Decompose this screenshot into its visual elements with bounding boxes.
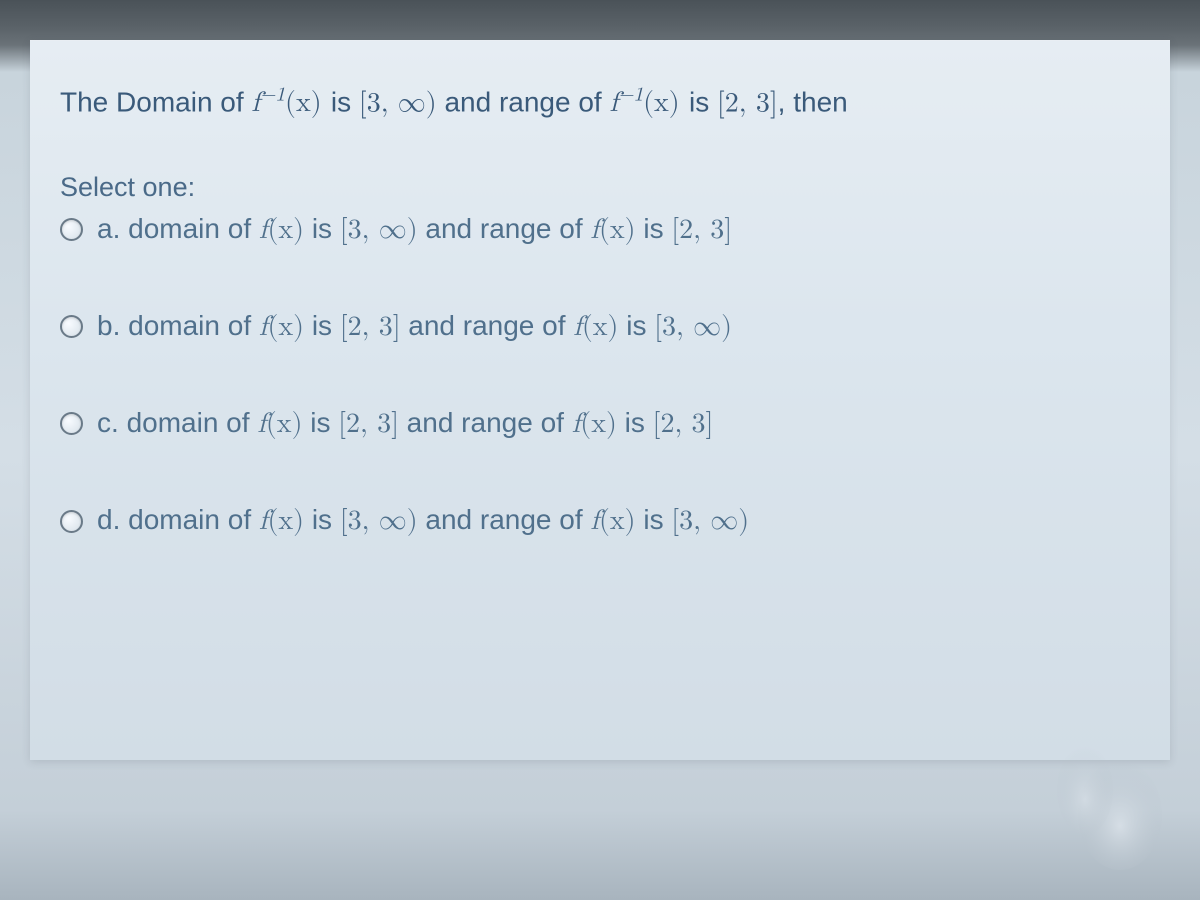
radio-icon[interactable] — [60, 412, 83, 435]
math-f2: f(x) — [590, 216, 635, 244]
f-letter: f — [257, 410, 266, 438]
option-d-text: d. domain of f(x) is [3, ∞) and range of… — [97, 500, 749, 541]
is-text: is — [617, 407, 653, 438]
sup-1: −1 — [260, 85, 285, 105]
math-f: f(x) — [259, 216, 304, 244]
of-x-1: (x) — [285, 89, 322, 117]
option-letter: b. — [97, 310, 120, 341]
option-a[interactable]: a. domain of f(x) is [3, ∞) and range of… — [60, 209, 1140, 250]
of-x: (x) — [267, 313, 304, 341]
mid-text: and range of — [418, 213, 591, 244]
option-pre: domain of — [127, 407, 258, 438]
quiz-panel: The Domain of f−1(x) is [3, ∞) and range… — [30, 40, 1170, 760]
of-x: (x) — [266, 410, 303, 438]
option-b-text: b. domain of f(x) is [2, 3] and range of… — [97, 306, 732, 347]
math-f: f(x) — [257, 410, 302, 438]
option-pre: domain of — [128, 310, 259, 341]
of-x: (x) — [582, 313, 619, 341]
question-text-prefix: The Domain of — [60, 86, 251, 117]
option-b[interactable]: b. domain of f(x) is [2, 3] and range of… — [60, 306, 1140, 347]
math-finv-1: f−1(x) — [251, 89, 331, 117]
of-x-2: (x) — [643, 89, 680, 117]
is-text: is — [304, 213, 340, 244]
of-x: (x) — [267, 507, 304, 535]
interval-2: [2, 3] — [653, 410, 714, 438]
select-one-label: Select one: — [60, 172, 1140, 203]
interval-1: [3, ∞) — [340, 507, 418, 535]
math-f: f(x) — [259, 313, 304, 341]
option-a-text: a. domain of f(x) is [3, ∞) and range of… — [97, 209, 732, 250]
f-letter-1: f — [251, 89, 260, 117]
mid-text: and range of — [418, 504, 591, 535]
option-c-text: c. domain of f(x) is [2, 3] and range of… — [97, 403, 713, 444]
mid-text: and range of — [399, 407, 572, 438]
f-letter: f — [590, 507, 599, 535]
sup-2: −1 — [618, 85, 643, 105]
radio-icon[interactable] — [60, 218, 83, 241]
mid-text: and range of — [400, 310, 573, 341]
interval-2: [2, 3] — [671, 216, 732, 244]
of-x: (x) — [599, 216, 636, 244]
interval-1: [2, 3] — [338, 410, 399, 438]
of-x: (x) — [267, 216, 304, 244]
math-f2: f(x) — [590, 507, 635, 535]
math-f2: f(x) — [573, 313, 618, 341]
question-tail: , then — [778, 86, 848, 117]
radio-icon[interactable] — [60, 510, 83, 533]
question-text-is2: is — [689, 86, 717, 117]
f-letter-2: f — [610, 89, 619, 117]
option-pre: domain of — [128, 213, 259, 244]
option-letter: d. — [97, 504, 120, 535]
f-letter: f — [590, 216, 599, 244]
question-text-is1: is — [331, 86, 359, 117]
screen-photo-frame: The Domain of f−1(x) is [3, ∞) and range… — [0, 0, 1200, 900]
options-list: a. domain of f(x) is [3, ∞) and range of… — [60, 209, 1140, 542]
math-f: f(x) — [259, 507, 304, 535]
interval-2: [3, ∞) — [671, 507, 749, 535]
question-stem: The Domain of f−1(x) is [3, ∞) and range… — [60, 81, 1140, 124]
dom-interval: [3, ∞) — [359, 89, 437, 117]
is-text: is — [304, 504, 340, 535]
of-x: (x) — [599, 507, 636, 535]
option-letter: a. — [97, 213, 120, 244]
math-finv-2: f−1(x) — [610, 89, 690, 117]
option-letter: c. — [97, 407, 119, 438]
f-letter: f — [572, 410, 581, 438]
math-f2: f(x) — [572, 410, 617, 438]
is-text: is — [302, 407, 338, 438]
option-d[interactable]: d. domain of f(x) is [3, ∞) and range of… — [60, 500, 1140, 541]
interval-1: [3, ∞) — [340, 216, 418, 244]
of-x: (x) — [580, 410, 617, 438]
radio-icon[interactable] — [60, 315, 83, 338]
interval-2: [3, ∞) — [654, 313, 732, 341]
range-interval: [2, 3] — [717, 89, 778, 117]
option-c[interactable]: c. domain of f(x) is [2, 3] and range of… — [60, 403, 1140, 444]
is-text: is — [304, 310, 340, 341]
interval-1: [2, 3] — [340, 313, 401, 341]
f-letter: f — [573, 313, 582, 341]
is-text: is — [618, 310, 654, 341]
question-text-mid: and range of — [444, 86, 609, 117]
option-pre: domain of — [128, 504, 259, 535]
is-text: is — [636, 213, 672, 244]
is-text: is — [636, 504, 672, 535]
